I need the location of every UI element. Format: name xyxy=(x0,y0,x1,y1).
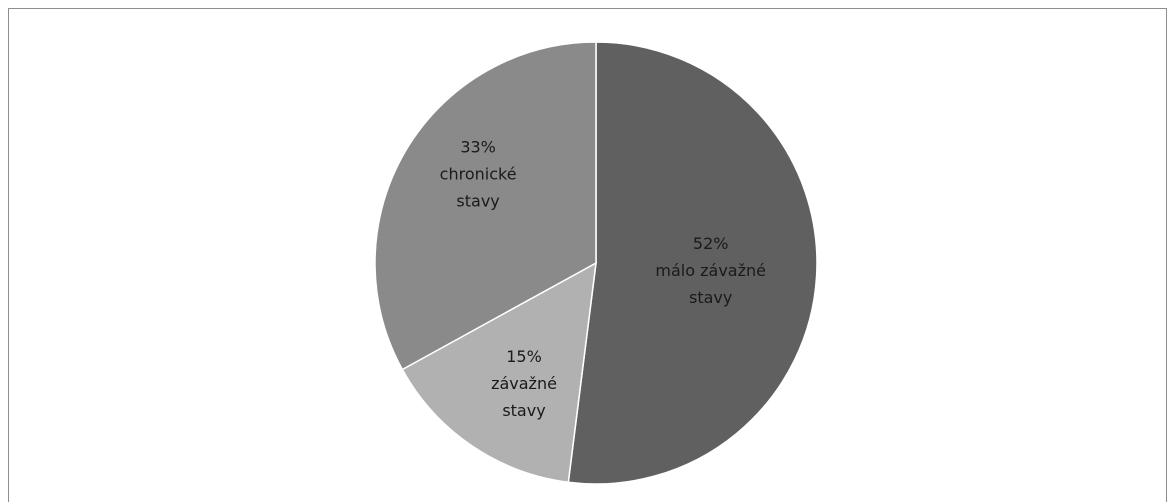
slice-percent-label: 33% xyxy=(460,137,496,156)
pie-slice-label: 33% chronické stavy xyxy=(440,137,517,210)
pie-slice-label: 52% málo závažné stavy xyxy=(655,234,766,307)
slice-percent-label: 52% xyxy=(693,234,729,253)
pie-labels: 52% málo závažné stavy 15% závažné stavy 33% ch… xyxy=(440,137,766,420)
pie-slice xyxy=(567,41,818,485)
chart-area: 52% málo závažné stavy 15% závažné stavy 33% ch… xyxy=(8,8,1167,502)
pie-slice-label: 15% závažné stavy xyxy=(491,347,557,420)
slice-category-label: chronické xyxy=(440,164,517,183)
slice-category-label: stavy xyxy=(689,288,732,307)
slice-category-label: závažné xyxy=(491,374,557,393)
pie-slice xyxy=(374,41,597,371)
pie-chart: 52% málo závažné stavy 15% závažné stavy 33% ch… xyxy=(374,41,818,485)
slice-category-label: stavy xyxy=(456,191,499,210)
slice-percent-label: 15% xyxy=(506,347,542,366)
slice-category-label: stavy xyxy=(502,401,545,420)
pie-slice xyxy=(401,261,597,484)
slice-category-label: málo závažné xyxy=(655,261,766,280)
pie-slices xyxy=(374,41,818,485)
